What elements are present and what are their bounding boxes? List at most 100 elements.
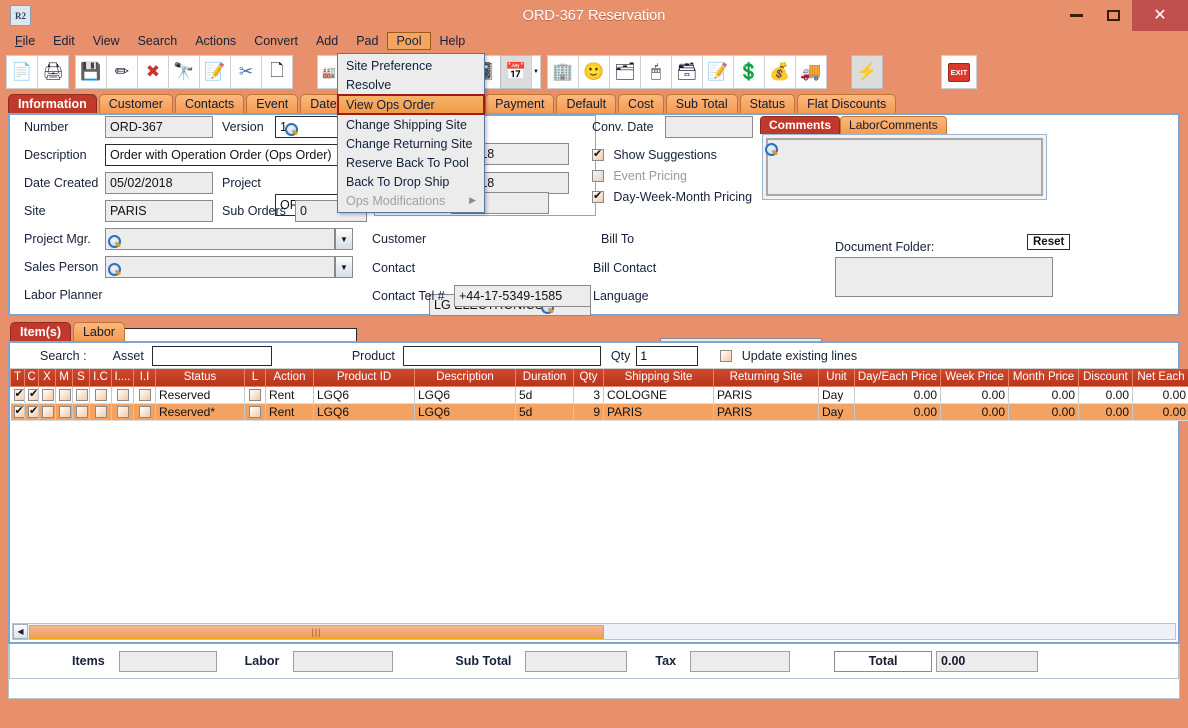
tab-sub-total[interactable]: Sub Total xyxy=(665,94,738,113)
column-header-month_price[interactable]: Month Price xyxy=(1008,369,1079,387)
column-header-net_each[interactable]: Net Each xyxy=(1132,369,1188,387)
checkbox-i[interactable] xyxy=(116,388,129,401)
checkbox-x[interactable] xyxy=(42,405,54,418)
cell-i[interactable] xyxy=(111,403,134,421)
checkbox-l[interactable] xyxy=(249,405,261,418)
column-header-ic[interactable]: I.C xyxy=(89,369,112,387)
column-header-m[interactable]: M xyxy=(55,369,73,387)
total-button[interactable]: Total xyxy=(834,650,933,672)
site-field[interactable]: PARIS xyxy=(105,200,213,222)
qty-input[interactable] xyxy=(636,345,699,366)
cell-month_price[interactable]: 0.00 xyxy=(1008,403,1079,421)
cell-product_id[interactable]: LGQ6 xyxy=(313,386,415,404)
checkbox-ic[interactable] xyxy=(94,388,107,401)
menu-view[interactable]: View xyxy=(92,34,120,48)
checkbox-m[interactable] xyxy=(59,405,71,418)
column-header-t[interactable]: T xyxy=(10,369,25,387)
tab-contacts[interactable]: Contacts xyxy=(174,94,245,113)
checkbox-l[interactable] xyxy=(249,388,261,401)
column-header-qty[interactable]: Qty xyxy=(573,369,604,387)
calendar-spinner[interactable]: ▼ xyxy=(530,55,541,89)
column-header-action[interactable]: Action xyxy=(265,369,314,387)
cell-t[interactable] xyxy=(10,403,25,421)
menu-help[interactable]: Help xyxy=(439,34,466,48)
checkbox-c[interactable] xyxy=(28,387,38,401)
cell-il[interactable] xyxy=(133,386,156,404)
scroll-left-icon[interactable]: ◀ xyxy=(13,624,28,639)
checkbox-i[interactable] xyxy=(116,405,129,418)
column-header-week_price[interactable]: Week Price xyxy=(940,369,1009,387)
menu-item-resolve[interactable]: Resolve xyxy=(346,77,392,92)
cell-status[interactable]: Reserved* xyxy=(155,403,245,421)
database-icon[interactable]: 🗃 xyxy=(670,55,703,89)
tab-event[interactable]: Event xyxy=(246,94,299,113)
document-folder-field[interactable] xyxy=(835,257,1053,297)
sales-person-search-icon[interactable] xyxy=(107,262,122,278)
menu-actions[interactable]: Actions xyxy=(195,34,237,48)
menu-add[interactable]: Add xyxy=(315,34,339,48)
print-icon[interactable]: 🖨 xyxy=(37,55,69,89)
money-invoice-icon[interactable]: 💰 xyxy=(763,55,796,89)
sales-person-dropdown-button[interactable]: ▼ xyxy=(335,256,353,278)
cell-duration[interactable]: 5d xyxy=(515,403,574,421)
tab-labor[interactable]: Labor xyxy=(72,322,125,341)
cell-description[interactable]: LGQ6 xyxy=(414,386,516,404)
menu-file[interactable]: File xyxy=(15,34,36,48)
show-suggestions-row[interactable]: Show Suggestions xyxy=(592,147,717,162)
cell-discount[interactable]: 0.00 xyxy=(1078,386,1133,404)
warehouse-icon[interactable]: 🏢 xyxy=(546,55,579,89)
cell-c[interactable] xyxy=(24,386,39,404)
cell-action[interactable]: Rent xyxy=(265,386,314,404)
show-suggestions-checkbox[interactable] xyxy=(592,147,604,161)
cell-l[interactable] xyxy=(244,386,266,404)
delete-icon[interactable]: ✖ xyxy=(137,55,169,89)
menu-item-change-returning-site[interactable]: Change Returning Site xyxy=(346,136,473,151)
conv-date-field[interactable] xyxy=(665,116,753,138)
menu-item-back-to-drop-ship[interactable]: Back To Drop Ship xyxy=(346,174,450,189)
project-mgr-field[interactable] xyxy=(105,228,335,250)
comments-textarea[interactable] xyxy=(764,138,1043,196)
column-header-unit[interactable]: Unit xyxy=(818,369,855,387)
sign-document-icon[interactable]: 📝 xyxy=(199,55,231,89)
update-existing-lines-checkbox[interactable] xyxy=(720,349,733,362)
tab-information[interactable]: Information xyxy=(8,94,97,113)
column-header-returning_site[interactable]: Returning Site xyxy=(713,369,819,387)
column-header-shipping_site[interactable]: Shipping Site xyxy=(603,369,714,387)
comments-search-icon[interactable] xyxy=(764,143,779,158)
project-mgr-dropdown-button[interactable]: ▼ xyxy=(335,228,353,250)
cell-net_each[interactable]: 0.00 xyxy=(1132,403,1188,421)
cell-s[interactable] xyxy=(72,386,90,404)
checkbox-s[interactable] xyxy=(76,405,88,418)
edit-pencil-icon[interactable]: ✏ xyxy=(106,55,138,89)
cell-returning_site[interactable]: PARIS xyxy=(713,386,819,404)
checkbox-ic[interactable] xyxy=(94,405,107,418)
items-horizontal-scrollbar[interactable]: ◀ ||| xyxy=(12,623,1176,640)
comments-box[interactable] xyxy=(762,134,1047,200)
minimize-button[interactable] xyxy=(1058,0,1095,31)
cell-qty[interactable]: 9 xyxy=(573,403,604,421)
cell-ic[interactable] xyxy=(89,386,112,404)
column-header-i[interactable]: I.... xyxy=(111,369,134,387)
column-header-x[interactable]: X xyxy=(38,369,56,387)
column-header-description[interactable]: Description xyxy=(414,369,516,387)
cell-shipping_site[interactable]: COLOGNE xyxy=(603,386,714,404)
close-button[interactable]: ✕ xyxy=(1132,0,1188,31)
sales-person-field[interactable] xyxy=(105,256,335,278)
column-header-il[interactable]: I.I xyxy=(133,369,156,387)
checkbox-x[interactable] xyxy=(42,388,54,401)
tab-payment[interactable]: Payment xyxy=(485,94,555,113)
checkbox-il[interactable] xyxy=(138,405,151,418)
column-header-c[interactable]: C xyxy=(24,369,39,387)
exit-button[interactable]: EXIT xyxy=(940,55,977,89)
cell-qty[interactable]: 3 xyxy=(573,386,604,404)
form-edit-icon[interactable]: 📝 xyxy=(701,55,734,89)
day-week-month-pricing-row[interactable]: Day-Week-Month Pricing xyxy=(592,189,752,204)
cell-week_price[interactable]: 0.00 xyxy=(940,403,1009,421)
column-header-l[interactable]: L xyxy=(244,369,266,387)
column-header-day_each_price[interactable]: Day/Each Price xyxy=(854,369,941,387)
date-created-field[interactable]: 05/02/2018 xyxy=(105,172,213,194)
tab-items[interactable]: Item(s) xyxy=(10,322,71,341)
cell-t[interactable] xyxy=(10,386,25,404)
column-header-discount[interactable]: Discount xyxy=(1078,369,1133,387)
tab-flat-discounts[interactable]: Flat Discounts xyxy=(797,94,897,113)
